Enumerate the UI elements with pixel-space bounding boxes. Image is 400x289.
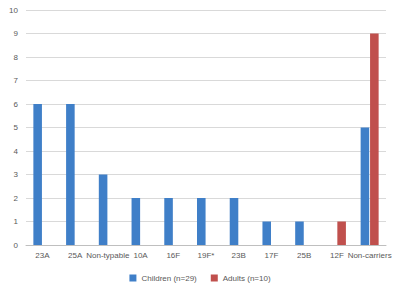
svg-text:3: 3: [14, 170, 19, 179]
svg-text:16F: 16F: [166, 251, 180, 260]
svg-text:6: 6: [14, 100, 19, 109]
svg-text:25A: 25A: [68, 251, 83, 260]
svg-text:2: 2: [14, 194, 19, 203]
svg-text:5: 5: [14, 123, 19, 132]
svg-text:12F: 12F: [330, 251, 344, 260]
svg-text:Adults (n=10): Adults (n=10): [223, 274, 271, 283]
svg-text:1: 1: [14, 217, 19, 226]
svg-text:Children (n=29): Children (n=29): [141, 274, 197, 283]
svg-text:10A: 10A: [133, 251, 148, 260]
svg-text:17F: 17F: [265, 251, 279, 260]
svg-text:10: 10: [9, 6, 18, 15]
svg-text:23B: 23B: [232, 251, 246, 260]
svg-text:9: 9: [14, 29, 19, 38]
svg-text:Non-typable: Non-typable: [86, 251, 130, 260]
svg-text:19F*: 19F*: [198, 251, 215, 260]
svg-text:23A: 23A: [35, 251, 50, 260]
svg-text:7: 7: [14, 76, 19, 85]
svg-text:25B: 25B: [297, 251, 311, 260]
svg-text:0: 0: [14, 241, 19, 250]
svg-text:Non-carriers: Non-carriers: [348, 251, 392, 260]
svg-text:8: 8: [14, 53, 19, 62]
svg-text:4: 4: [14, 147, 19, 156]
